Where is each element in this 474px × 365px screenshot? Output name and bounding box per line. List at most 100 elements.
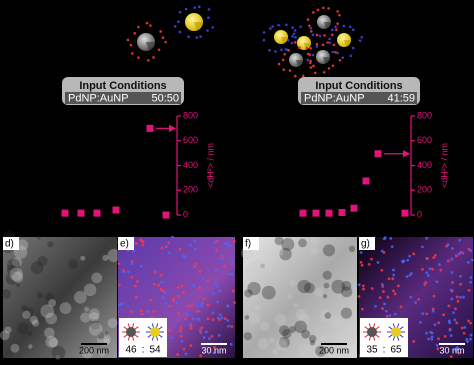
ligand-dot [306,58,310,62]
texture [51,345,66,360]
texture [381,307,385,310]
ligand-dot [195,36,199,39]
texture [320,310,333,323]
texture [293,303,298,308]
scale-bar [81,343,107,345]
texture [118,283,121,287]
texture [152,282,156,286]
data-point [77,209,85,217]
texture [230,272,234,276]
ligand-dot [358,39,362,42]
ligand-dot [309,66,313,69]
input-row [301,92,417,104]
texture [182,347,186,351]
texture [230,325,234,328]
texture [220,254,224,258]
data-point [338,209,346,217]
ligand-dot [338,58,342,62]
ligand-dot [280,48,283,52]
ligand-dot [274,50,277,53]
ligand-dot [328,37,331,41]
ligand-dot [342,24,346,28]
ligand-dot [309,26,313,30]
texture [59,302,72,315]
texture [341,325,351,336]
texture [260,321,270,331]
texture [195,310,199,313]
particle-icon [126,327,136,337]
particle-wedge [194,22,203,31]
data-point [299,209,307,217]
texture [450,271,454,274]
texture [461,251,465,255]
texture [383,302,386,306]
texture [81,346,94,359]
texture [430,337,434,341]
texture [189,327,193,330]
texture [48,337,59,348]
ligand-dot [292,32,296,36]
texture [148,298,152,302]
texture [10,343,20,353]
texture [80,255,86,261]
texture [171,299,175,302]
ligand-dot [173,25,177,28]
texture [193,265,196,268]
panel-label: e) [120,239,129,250]
texture [310,237,319,246]
texture [454,307,457,311]
ligand-dot [326,41,330,44]
texture [359,251,363,254]
ratio-text: 46 [125,345,137,356]
texture [176,294,180,298]
texture [378,296,382,300]
data-point [162,211,170,219]
texture [423,283,427,286]
texture [6,258,21,272]
texture [139,309,143,312]
texture [281,237,295,251]
texture [405,275,409,279]
ligand-dot [351,46,355,50]
texture [102,254,109,261]
texture [381,285,385,288]
texture [233,301,236,304]
ligand-dot [206,29,209,32]
texture [227,324,230,328]
texture [184,352,188,356]
texture [171,235,174,239]
texture [391,277,395,281]
ligand-dot [351,28,355,31]
ligand-dot [207,8,211,11]
texture [301,329,311,339]
texture [459,251,463,254]
texture [437,321,441,325]
texture [459,274,462,278]
ligand-dot [315,42,319,46]
ligand-dot [290,41,294,45]
ligand-dot [360,35,364,39]
ligand-dot [334,50,337,54]
texture [218,313,222,317]
y-tick-label: 400 [417,160,432,170]
texture [323,294,328,299]
texture [430,331,434,335]
texture [401,259,404,263]
texture [222,265,226,268]
texture [412,252,416,256]
texture [457,351,461,355]
texture [278,336,290,348]
texture [448,321,451,325]
texture [388,314,392,317]
texture [104,331,109,336]
ratio-text: 65 [390,345,402,356]
ligand-dot [308,24,311,28]
texture [442,313,446,317]
texture [279,325,290,336]
texture [223,242,227,246]
particle-wedge [146,42,155,51]
texture [16,239,29,251]
texture [167,251,171,255]
texture [218,289,222,292]
texture [214,249,218,252]
